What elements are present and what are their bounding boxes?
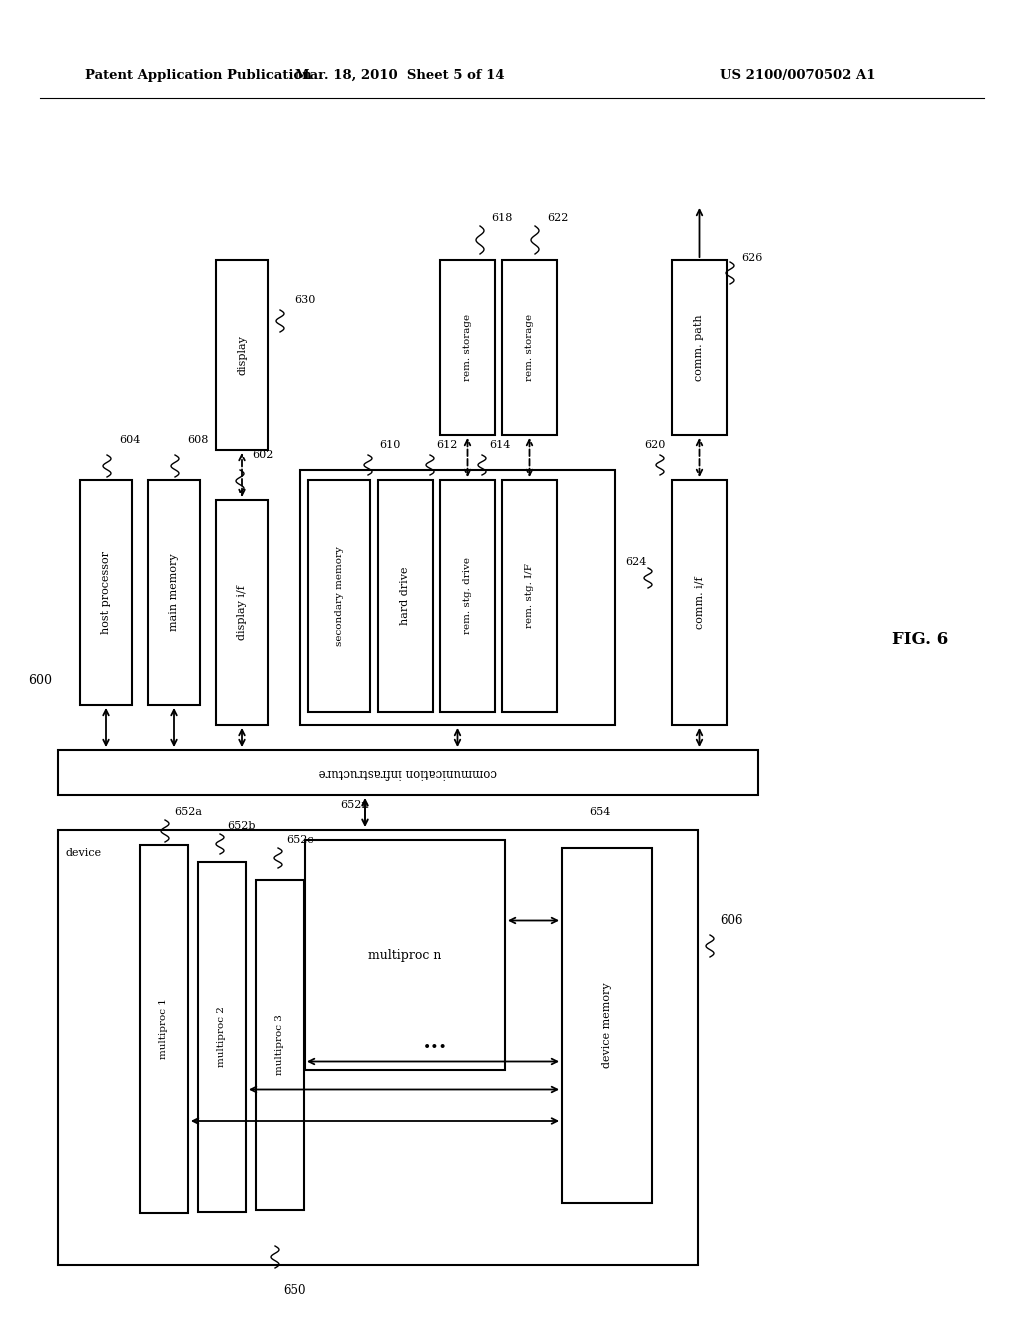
Text: 652a: 652a — [174, 807, 202, 817]
Text: display i/f: display i/f — [237, 585, 247, 640]
Text: 620: 620 — [644, 440, 666, 450]
Text: multiproc 2: multiproc 2 — [217, 1007, 226, 1068]
Bar — [378, 480, 433, 711]
Text: 606: 606 — [720, 913, 742, 927]
Text: 600: 600 — [28, 673, 52, 686]
Text: 614: 614 — [489, 440, 511, 450]
Text: 610: 610 — [379, 440, 400, 450]
Text: comm. path: comm. path — [694, 314, 705, 380]
Text: host processor: host processor — [101, 550, 111, 634]
Text: Patent Application Publication: Patent Application Publication — [85, 69, 311, 82]
Text: 602: 602 — [252, 450, 273, 459]
Text: secondary memory: secondary memory — [335, 546, 343, 645]
Bar — [140, 845, 188, 1213]
Bar — [216, 260, 268, 450]
Text: 626: 626 — [741, 253, 763, 263]
Bar — [672, 480, 727, 725]
Text: •••: ••• — [423, 1041, 447, 1055]
Bar — [502, 480, 557, 711]
Text: 608: 608 — [187, 436, 209, 445]
Bar — [300, 470, 615, 725]
Text: 630: 630 — [294, 294, 315, 305]
Bar — [216, 500, 268, 725]
Text: US 2100/0070502 A1: US 2100/0070502 A1 — [720, 69, 876, 82]
Text: main memory: main memory — [169, 553, 179, 631]
Text: 622: 622 — [547, 213, 568, 223]
Text: multiproc n: multiproc n — [369, 949, 441, 961]
Bar — [58, 830, 698, 1265]
Text: Mar. 18, 2010  Sheet 5 of 14: Mar. 18, 2010 Sheet 5 of 14 — [295, 69, 505, 82]
Text: 652b: 652b — [227, 821, 256, 832]
Bar — [198, 862, 246, 1212]
Text: 612: 612 — [436, 440, 458, 450]
Text: 654: 654 — [590, 807, 610, 817]
Text: device memory: device memory — [602, 982, 612, 1068]
Text: device: device — [66, 847, 102, 858]
Bar — [256, 880, 304, 1210]
Bar — [80, 480, 132, 705]
Bar — [308, 480, 370, 711]
Text: communication infrastructure: communication infrastructure — [318, 766, 498, 779]
Text: 652c: 652c — [286, 836, 313, 845]
Text: 624: 624 — [626, 557, 647, 568]
Bar — [440, 480, 495, 711]
Text: 650: 650 — [284, 1283, 306, 1296]
Bar — [305, 840, 505, 1071]
Text: comm. i/f: comm. i/f — [694, 577, 705, 628]
Text: 618: 618 — [492, 213, 513, 223]
Bar — [502, 260, 557, 436]
Text: rem. storage: rem. storage — [525, 314, 534, 381]
Text: 604: 604 — [120, 436, 140, 445]
Bar — [440, 260, 495, 436]
Text: rem. storage: rem. storage — [463, 314, 472, 381]
Text: rem. stg. drive: rem. stg. drive — [463, 557, 472, 635]
Text: multiproc 3: multiproc 3 — [275, 1015, 285, 1076]
Text: rem. stg. I/F: rem. stg. I/F — [525, 564, 534, 628]
Text: 652n: 652n — [340, 800, 369, 810]
Text: multiproc 1: multiproc 1 — [160, 998, 169, 1060]
Bar — [672, 260, 727, 436]
Bar — [562, 847, 652, 1203]
Text: hard drive: hard drive — [400, 566, 411, 626]
Bar — [148, 480, 200, 705]
Text: display: display — [237, 335, 247, 375]
Text: FIG. 6: FIG. 6 — [892, 631, 948, 648]
Bar — [58, 750, 758, 795]
